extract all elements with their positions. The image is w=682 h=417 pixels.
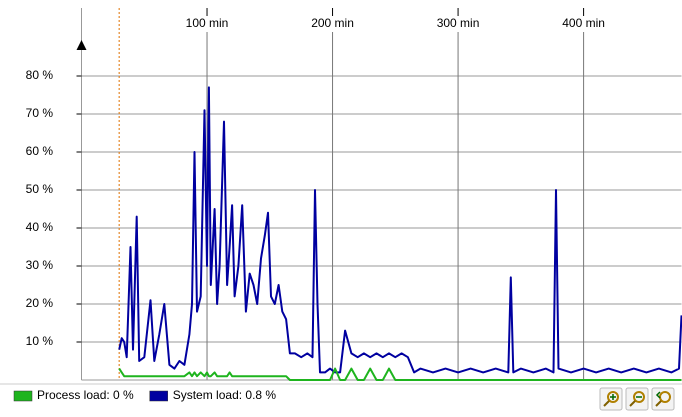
y-tick-label: 80 % xyxy=(26,68,54,82)
y-tick-label: 10 % xyxy=(26,334,54,348)
x-tick-label: 300 min xyxy=(437,16,480,30)
series-line xyxy=(118,367,682,381)
zoom-in-button[interactable] xyxy=(599,387,623,411)
x-tick-label: 400 min xyxy=(562,16,605,30)
legend-label: Process load: 0 % xyxy=(37,388,134,402)
y-tick-label: 40 % xyxy=(26,220,54,234)
y-tick-label: 20 % xyxy=(26,296,54,310)
y-tick-label: 60 % xyxy=(26,144,54,158)
legend-swatch xyxy=(13,390,33,402)
y-tick-label: 70 % xyxy=(26,106,54,120)
zoom-out-button[interactable] xyxy=(625,387,649,411)
y-tick-label: 30 % xyxy=(26,258,54,272)
series-line xyxy=(118,86,682,374)
y-axis-arrow xyxy=(76,40,87,50)
zoom-reset-button[interactable] xyxy=(651,387,675,411)
y-tick-label: 50 % xyxy=(26,182,54,196)
x-tick-label: 100 min xyxy=(186,16,229,30)
legend-swatch xyxy=(149,390,168,402)
legend-label: System load: 0.8 % xyxy=(173,388,277,402)
x-tick-label: 200 min xyxy=(311,16,354,30)
